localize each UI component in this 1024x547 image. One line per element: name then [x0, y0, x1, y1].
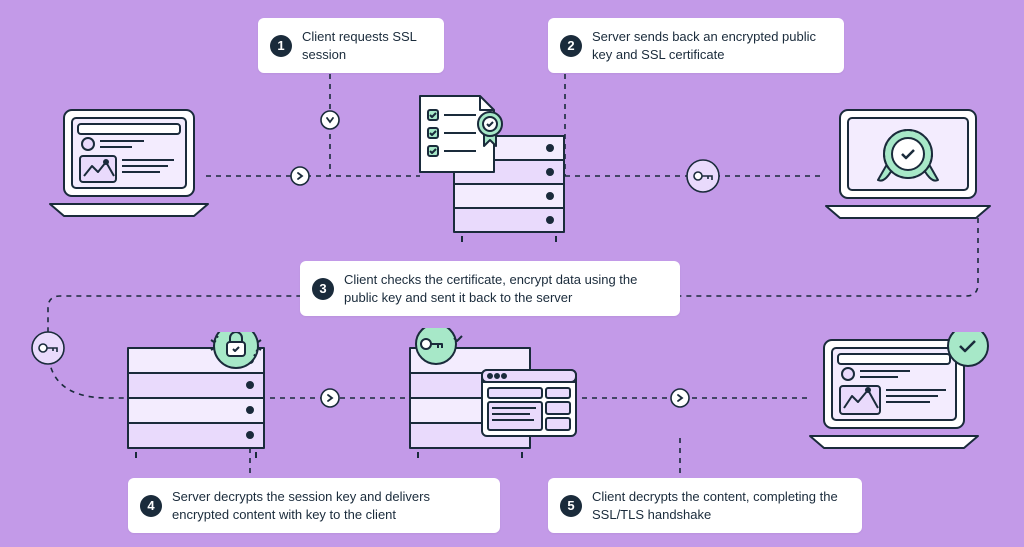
server-lock-icon [124, 332, 274, 465]
flow-arrow-icon [321, 111, 339, 129]
step-text: Client decrypts the content, completing … [592, 488, 846, 523]
client-laptop-icon [44, 106, 214, 229]
key-icon [687, 160, 719, 192]
step-box-2: 2 Server sends back an encrypted public k… [548, 18, 844, 73]
connector-line [48, 348, 126, 398]
step-number: 5 [560, 495, 582, 517]
server-cert-icon [408, 92, 576, 247]
step-box-4: 4 Server decrypts the session key and del… [128, 478, 500, 533]
step-number: 2 [560, 35, 582, 57]
client-done-laptop-icon [806, 332, 996, 461]
step-text: Server decrypts the session key and deli… [172, 488, 484, 523]
step-text: Client requests SSL session [302, 28, 428, 63]
step-box-3: 3 Client checks the certificate, encrypt … [300, 261, 680, 316]
step-number: 4 [140, 495, 162, 517]
step-number: 1 [270, 35, 292, 57]
step-number: 3 [312, 278, 334, 300]
step-box-5: 5 Client decrypts the content, completing… [548, 478, 862, 533]
step-text: Server sends back an encrypted public ke… [592, 28, 828, 63]
client-cert-laptop-icon [818, 106, 998, 231]
server-content-icon [406, 328, 582, 465]
key-icon [32, 332, 64, 364]
step-box-1: 1 Client requests SSL session [258, 18, 444, 73]
flow-arrow-icon [321, 389, 339, 407]
step-text: Client checks the certificate, encrypt d… [344, 271, 664, 306]
flow-arrow-icon [671, 389, 689, 407]
flow-arrow-icon [291, 167, 309, 185]
